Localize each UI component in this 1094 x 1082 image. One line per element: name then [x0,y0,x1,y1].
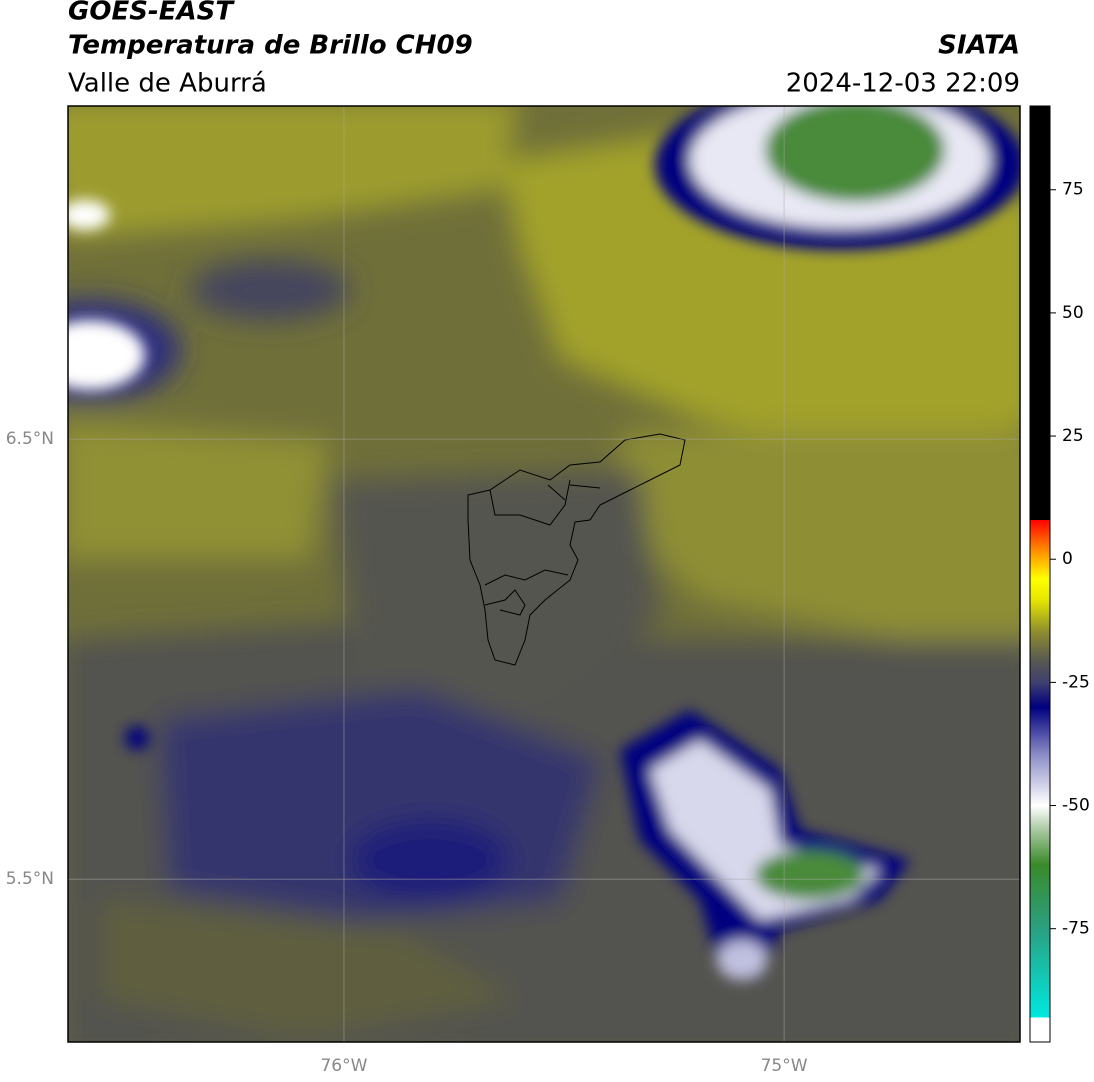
colorbar-tick-label: -50 [1062,796,1090,816]
colorbar-tick-label: 50 [1062,303,1084,323]
colorbar [1029,105,1051,1043]
colorbar-tick-label: 25 [1062,426,1084,446]
colorbar-tick-label: 75 [1062,180,1084,200]
colorbar-tick-label: 0 [1062,549,1073,569]
graticule [68,106,1020,1042]
valley-outline [467,433,686,666]
lon-tick-label: 75°W [761,1056,808,1076]
region: Valle de Aburrá [68,69,267,99]
datetime: 2024-12-03 22:09 [786,69,1020,99]
source: SIATA [938,31,1020,61]
colorbar-tick-label: -25 [1062,672,1090,692]
lon-tick-label: 76°W [320,1056,367,1076]
map-frame [67,105,1021,1043]
colorbar-tick-label: -75 [1062,919,1090,939]
satellite-image [68,106,1020,1042]
lat-tick-label: 6.5°N [6,429,54,449]
title: GOES-EAST [68,0,235,27]
lat-tick-label: 5.5°N [6,869,54,889]
subtitle: Temperatura de Brillo CH09 [68,31,473,61]
